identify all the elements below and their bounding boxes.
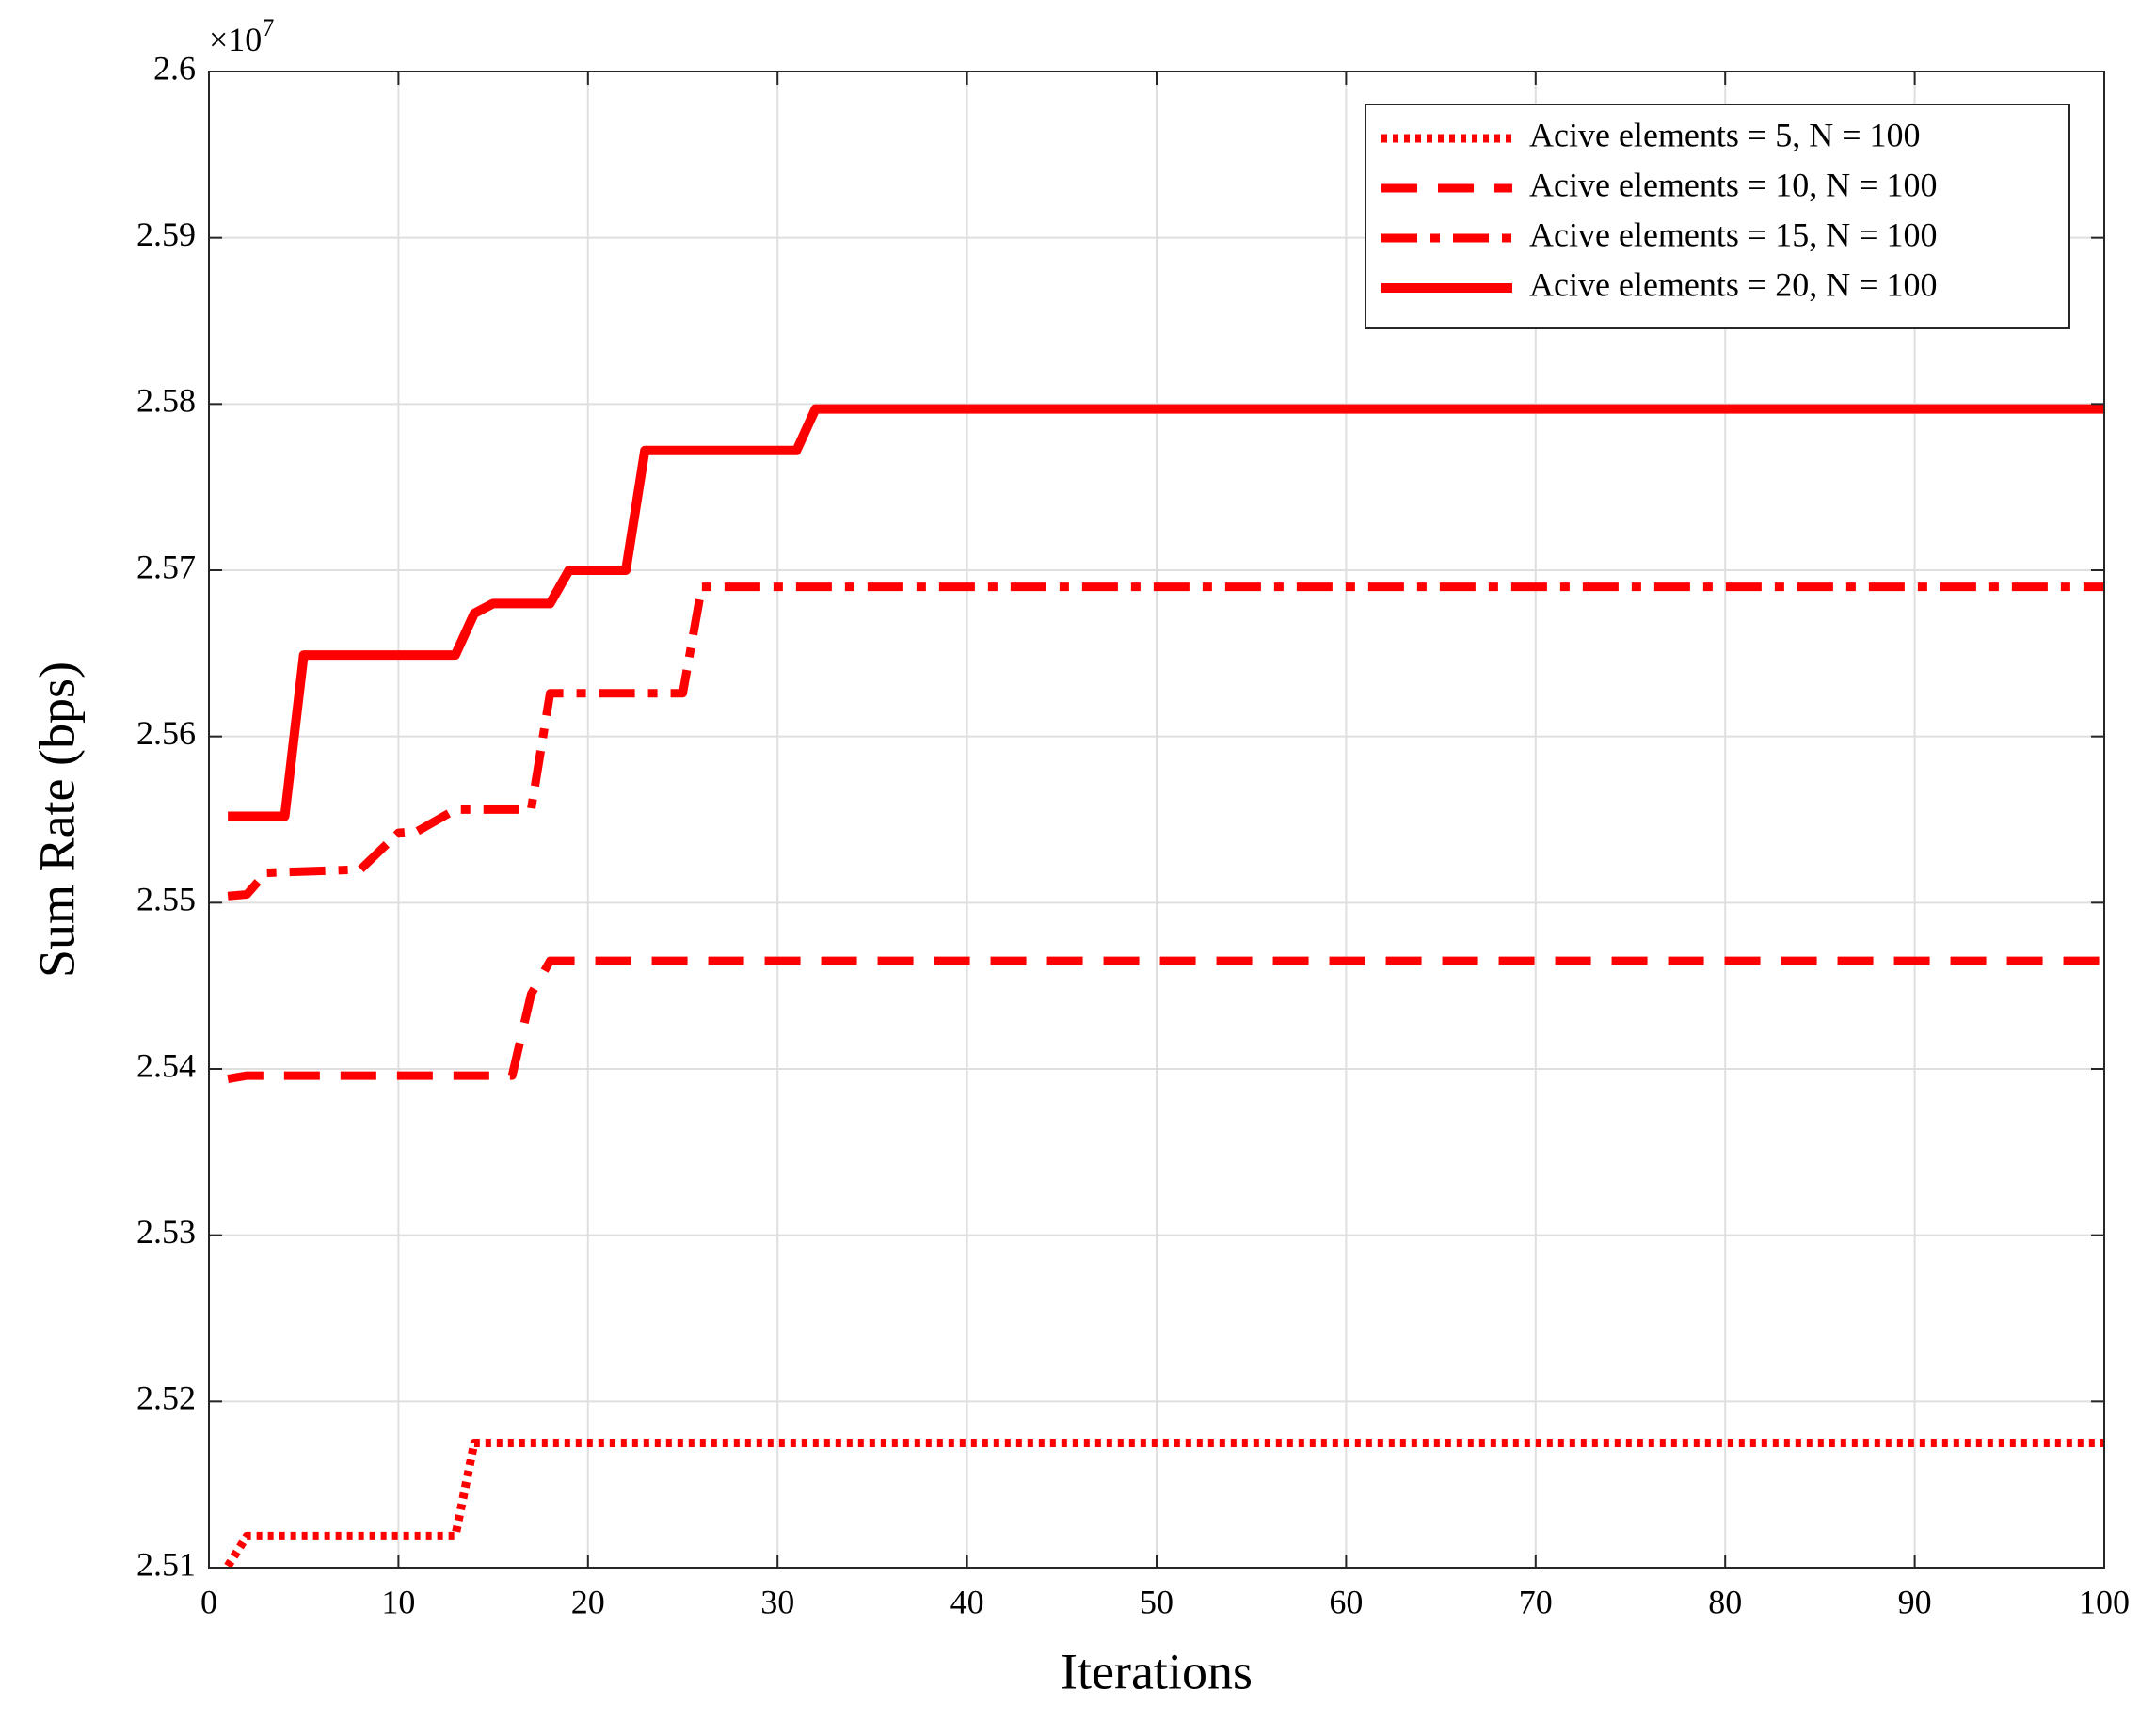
x-axis-label: Iterations <box>1061 1643 1253 1699</box>
y-tick-label: 2.52 <box>136 1379 196 1417</box>
y-tick-label: 2.57 <box>136 548 196 585</box>
x-tick-label: 30 <box>760 1583 794 1620</box>
series-line <box>227 582 2104 901</box>
x-tick-label: 80 <box>1708 1583 1742 1620</box>
series-line <box>227 956 2104 1084</box>
y-tick-label: 2.59 <box>136 215 196 253</box>
x-tick-label: 10 <box>381 1583 415 1620</box>
x-tick-label: 100 <box>2079 1583 2130 1620</box>
x-tick-label: 70 <box>1519 1583 1553 1620</box>
ticks: 0 10 20 30 40 50 60 70 80 90 100 2.51 2.52 2.53 2.54 2.… <box>136 49 2130 1620</box>
y-tick-label: 2.58 <box>136 382 196 420</box>
legend-label: Acive elements = 15, N = 100 <box>1529 215 1938 253</box>
y-scale-base: ×10 <box>209 21 262 58</box>
y-tick-label: 2.51 <box>136 1545 196 1583</box>
y-tick-label: 2.56 <box>136 714 196 752</box>
legend: Acive elements = 5, N = 100 Acive element… <box>1365 104 2070 329</box>
y-scale-label: ×107 <box>209 14 274 58</box>
x-tick-label: 50 <box>1140 1583 1174 1620</box>
y-tick-label: 2.54 <box>136 1046 196 1084</box>
series-line <box>228 404 2104 821</box>
y-tick-label: 2.6 <box>153 49 196 87</box>
x-tick-label: 90 <box>1898 1583 1932 1620</box>
y-tick-label: 2.53 <box>136 1213 196 1251</box>
x-tick-label: 60 <box>1329 1583 1363 1620</box>
legend-label: Acive elements = 5, N = 100 <box>1529 116 1921 153</box>
series-line <box>224 1439 2104 1569</box>
legend-label: Acive elements = 10, N = 100 <box>1529 166 1938 203</box>
x-tick-label: 20 <box>571 1583 605 1620</box>
x-tick-label: 0 <box>200 1583 217 1620</box>
legend-label: Acive elements = 20, N = 100 <box>1529 265 1938 303</box>
y-tick-label: 2.55 <box>136 881 196 918</box>
y-scale-exponent: 7 <box>262 14 274 41</box>
y-axis-label: Sum Rate (bps) <box>28 662 85 978</box>
x-tick-label: 40 <box>950 1583 984 1620</box>
plot-lines <box>224 404 2104 1569</box>
